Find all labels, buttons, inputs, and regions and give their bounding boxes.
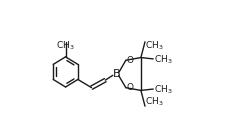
Text: CH$_3$: CH$_3$	[153, 53, 172, 66]
Text: O: O	[126, 56, 133, 65]
Text: CH$_3$: CH$_3$	[145, 96, 164, 108]
Text: CH$_3$: CH$_3$	[153, 83, 172, 96]
Text: CH$_3$: CH$_3$	[56, 39, 75, 52]
Text: O: O	[126, 83, 133, 92]
Text: B: B	[112, 69, 120, 79]
Text: CH$_3$: CH$_3$	[145, 40, 164, 52]
